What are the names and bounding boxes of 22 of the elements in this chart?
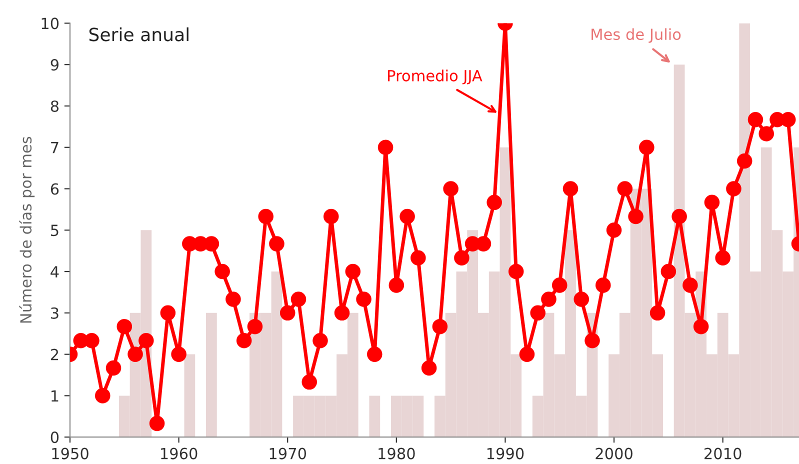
y-tick-label: 2	[50, 348, 58, 360]
y-axis-title: Número de días por mes	[19, 136, 35, 323]
series-label: Mes de Julio	[592, 28, 681, 43]
x-tick-label: 1950	[52, 448, 88, 460]
y-tick-label: 5	[51, 224, 58, 236]
chart-title: Serie anual	[89, 27, 188, 42]
series-label: Promedio JJA	[388, 70, 482, 84]
y-tick-label: 9	[50, 59, 58, 71]
x-tick-label: 1960	[161, 448, 198, 460]
x-tick-label: 1990	[487, 448, 524, 460]
x-tick-label: 1970	[270, 448, 306, 460]
y-tick-label: 10	[42, 18, 59, 30]
y-tick-label: 0	[50, 432, 59, 444]
x-tick-label: 1980	[378, 448, 415, 460]
y-tick-label: 1	[52, 390, 58, 402]
y-tick-label: 4	[50, 266, 59, 278]
y-tick-label: 3	[51, 307, 58, 319]
y-tick-label: 8	[50, 100, 59, 112]
x-tick-label: 2010	[704, 448, 742, 460]
y-tick-label: 7	[51, 142, 58, 154]
x-tick-label: 2000	[596, 448, 632, 460]
y-tick-label: 6	[50, 183, 59, 195]
